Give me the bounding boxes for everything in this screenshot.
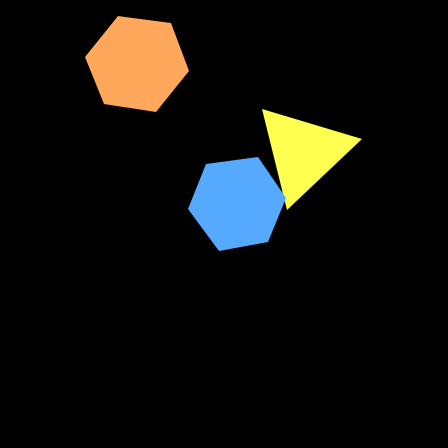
yellow-triangle [262, 109, 362, 210]
orange-hexagon [85, 16, 189, 112]
blue-hexagon [188, 157, 286, 251]
